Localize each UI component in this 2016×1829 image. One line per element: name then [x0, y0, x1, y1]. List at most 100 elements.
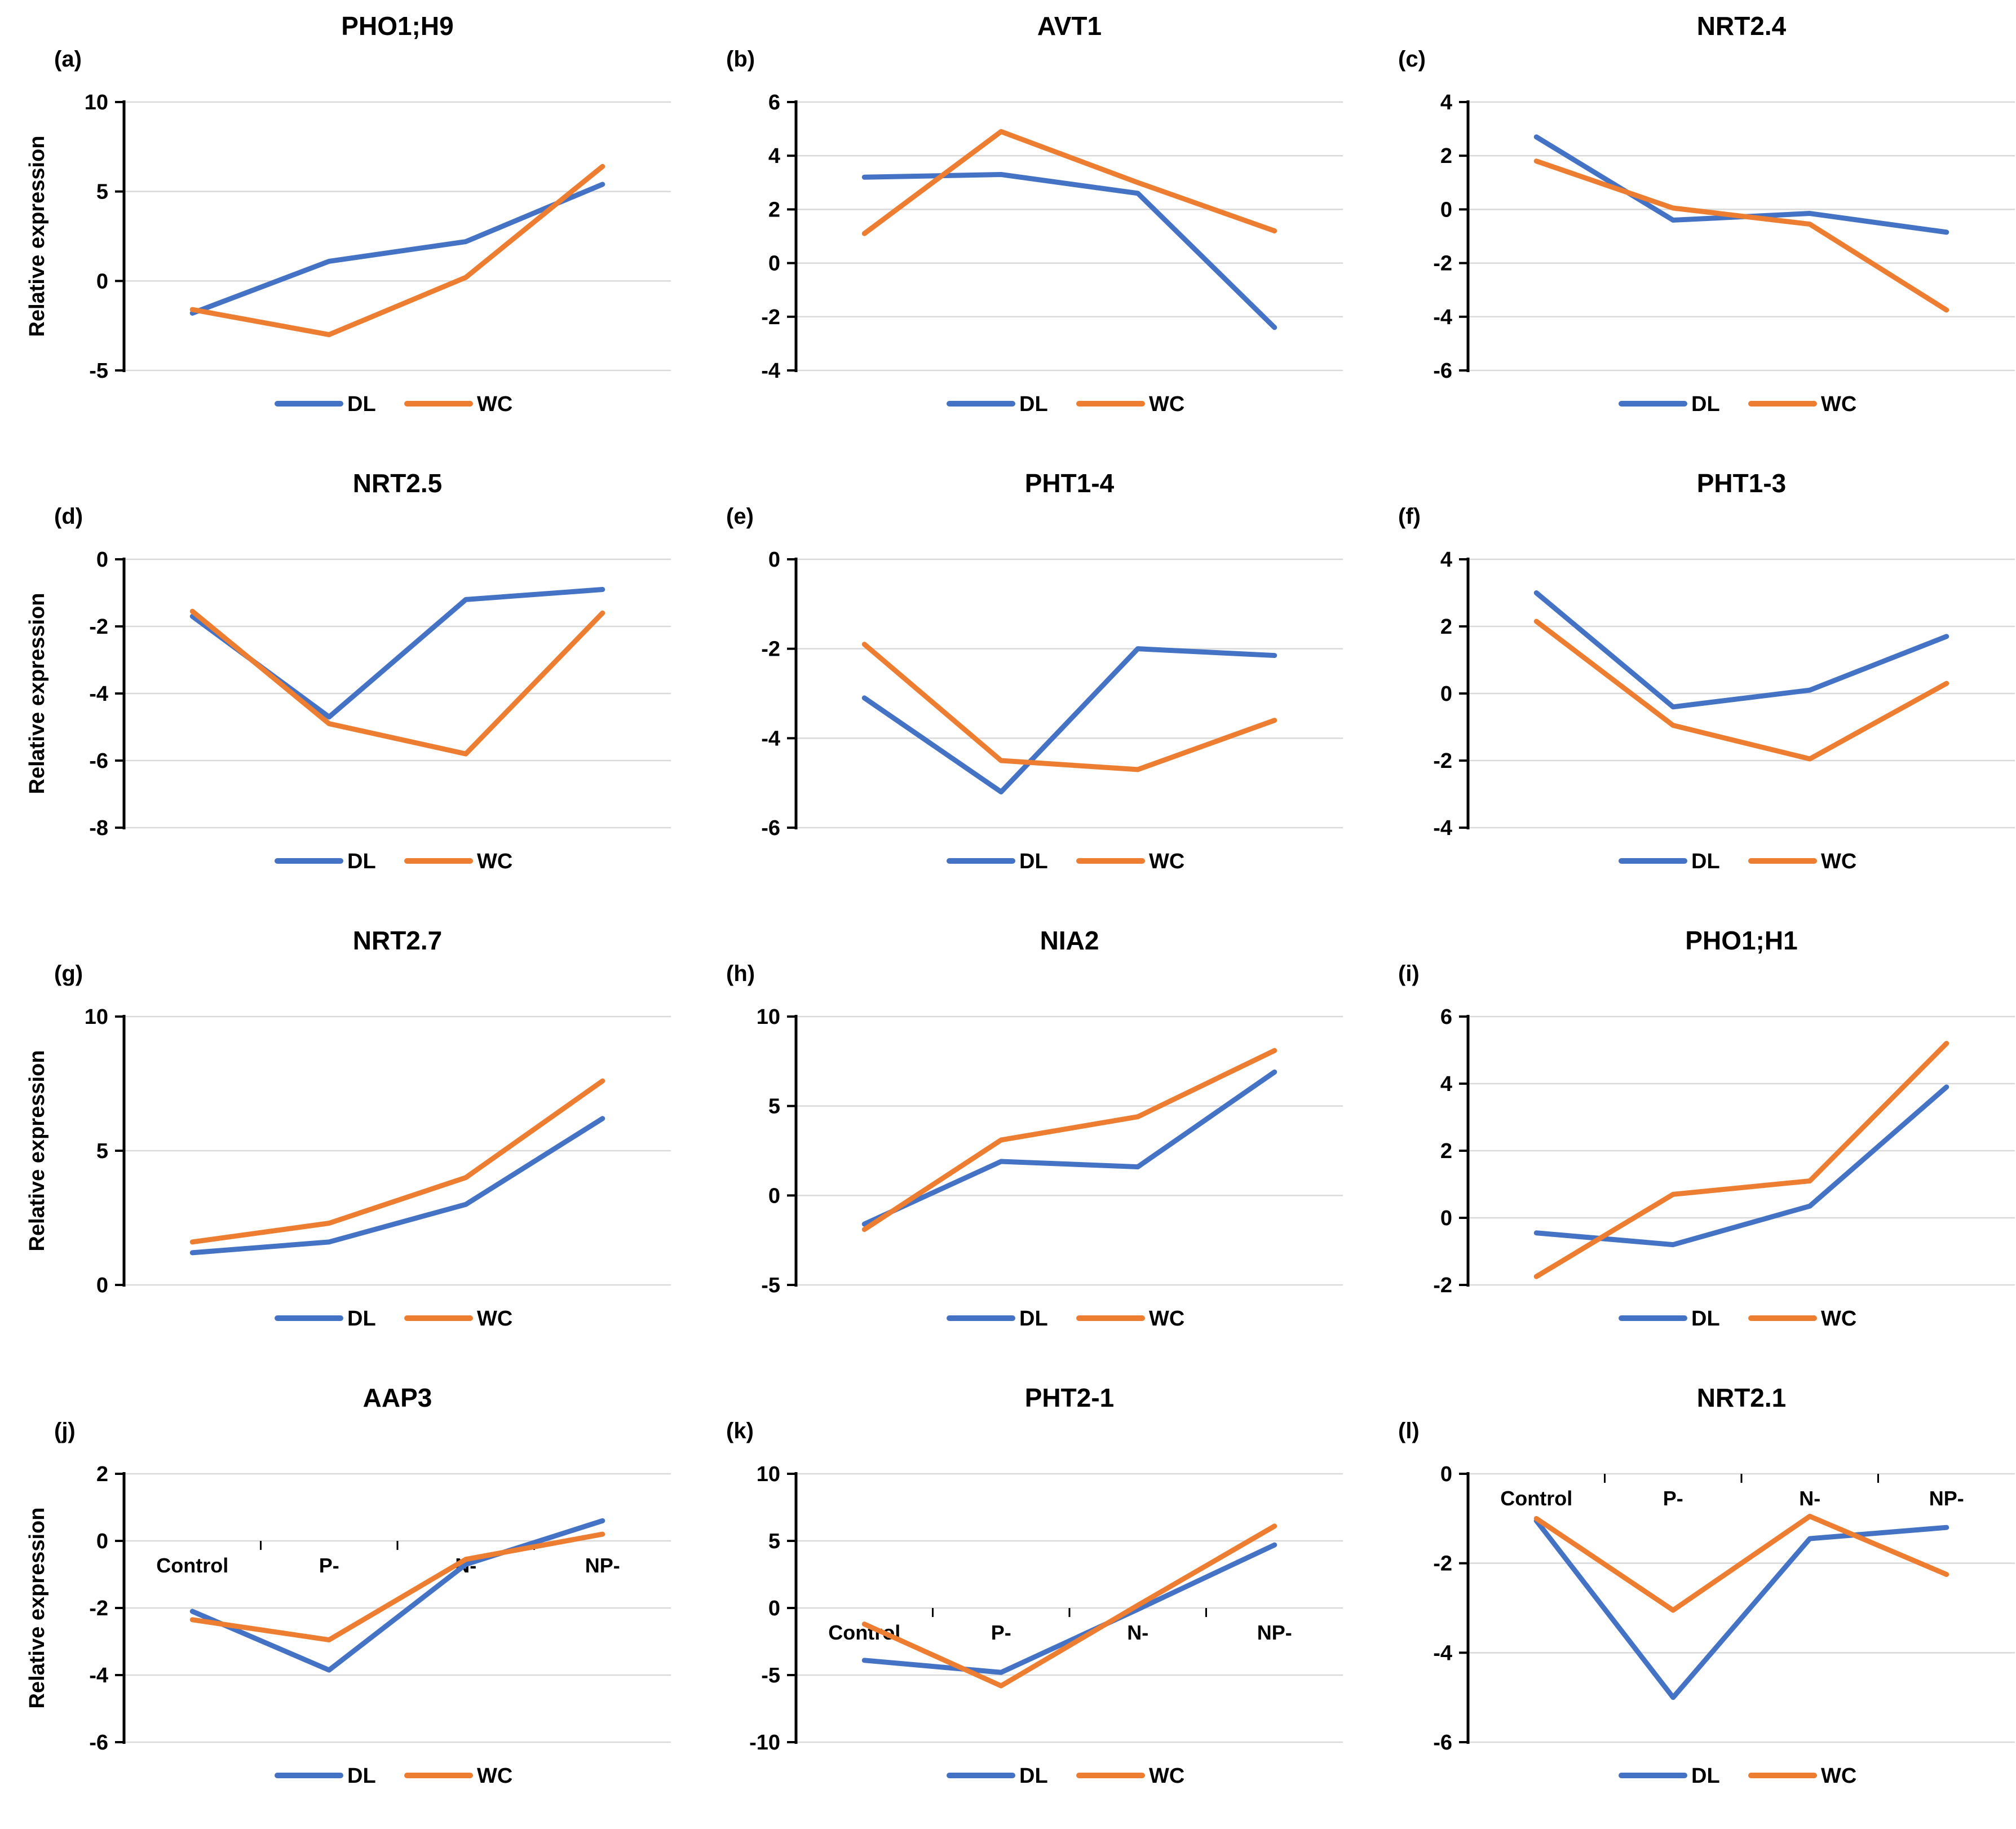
series-line-WC [1533, 618, 1949, 762]
legend-label-WC: WC [477, 1307, 512, 1331]
y-tick-label: 5 [768, 1095, 780, 1119]
legend-label-WC: WC [1149, 850, 1184, 873]
chart-title: NRT2.5 [353, 469, 442, 498]
x-category-label: P- [1663, 1487, 1683, 1510]
y-tick-label: 2 [1440, 615, 1452, 639]
y-tick-label: 10 [757, 1463, 780, 1486]
legend-label-DL: DL [347, 392, 376, 416]
legend-label-WC: WC [1821, 392, 1856, 416]
series-line-DL [1533, 590, 1949, 710]
y-tick-label: -4 [1433, 306, 1452, 329]
x-category-label: NP- [585, 1554, 620, 1577]
series-line-DL [189, 1116, 605, 1256]
x-category-label: P- [991, 1621, 1011, 1644]
y-tick-label: 0 [96, 270, 108, 293]
panel-f: 4 2 0 -2 -4 PHT1-3 (f) DL WC [1344, 457, 2016, 914]
legend-label-DL: DL [1691, 392, 1720, 416]
chart-AAP3: 2 0 -2 -4 -6 AAP3 (j) Relative expression Contro… [25, 1383, 671, 1788]
y-tick-label: -2 [89, 1597, 108, 1620]
legend-label-DL: DL [1019, 1764, 1048, 1788]
series-line-WC [861, 1523, 1277, 1689]
legend-label-DL: DL [1019, 392, 1048, 416]
series-line-WC [189, 1531, 605, 1643]
y-tick-label: -2 [761, 638, 780, 661]
legend-label-DL: DL [1691, 1307, 1720, 1331]
chart-title: NRT2.7 [353, 926, 442, 955]
chart-title: NIA2 [1040, 926, 1099, 955]
panel-letter: (h) [726, 961, 755, 986]
series-line-DL [861, 646, 1277, 795]
legend-label-WC: WC [477, 1764, 512, 1788]
panel-letter: (d) [54, 504, 83, 529]
panel-letter: (k) [726, 1419, 754, 1443]
y-tick-label: -6 [89, 1731, 108, 1755]
chart-PHO1;H1: 6 4 2 0 -2 PHO1;H1 (i) DL WC [1398, 926, 2015, 1331]
series-line-WC [189, 164, 605, 338]
legend-label-DL: DL [1019, 1307, 1048, 1331]
chart-NRT2.5: 0 -2 -4 -6 -8 NRT2.5 (d) Relative expression DL W… [25, 469, 671, 873]
y-tick-label: 2 [1440, 1139, 1452, 1163]
y-tick-label: 6 [1440, 1005, 1452, 1029]
y-tick-label: -2 [1433, 252, 1452, 276]
y-tick-label: -6 [89, 749, 108, 773]
y-tick-label: 0 [768, 252, 780, 276]
y-tick-label: -5 [761, 1664, 780, 1687]
chart-PHT1-3: 4 2 0 -2 -4 PHT1-3 (f) DL WC [1398, 469, 2015, 873]
y-tick-label: -2 [761, 306, 780, 329]
y-tick-label: 5 [768, 1530, 780, 1553]
series-line-WC [1533, 1513, 1949, 1613]
panel-letter: (g) [54, 961, 83, 986]
legend-label-WC: WC [1821, 1764, 1856, 1788]
y-tick-label: 0 [1440, 198, 1452, 222]
y-tick-label: -10 [749, 1731, 780, 1755]
legend-label-WC: WC [1821, 850, 1856, 873]
legend-label-WC: WC [1149, 392, 1184, 416]
legend-label-WC: WC [477, 850, 512, 873]
series-line-DL [189, 182, 605, 316]
y-tick-label: 2 [96, 1463, 108, 1486]
series-line-DL [1533, 1518, 1949, 1700]
y-tick-label: 10 [85, 1005, 108, 1029]
y-tick-label: -4 [1433, 1641, 1452, 1665]
y-tick-label: 4 [1440, 91, 1452, 114]
legend-label-DL: DL [347, 1307, 376, 1331]
series-line-WC [861, 1048, 1277, 1232]
chart-AVT1: 6 4 2 0 -2 -4 AVT1 (b) DL WC [726, 11, 1343, 416]
y-tick-label: 2 [768, 198, 780, 222]
y-axis-title: Relative expression [25, 1050, 49, 1252]
legend-label-DL: DL [347, 1764, 376, 1788]
legend-label-DL: DL [1691, 850, 1720, 873]
y-tick-label: 0 [1440, 1207, 1452, 1230]
panel-b: 6 4 2 0 -2 -4 AVT1 (b) DL WC [672, 0, 1344, 457]
series-line-DL [1533, 1084, 1949, 1248]
chart-NIA2: 10 5 0 -5 NIA2 (h) DL WC [726, 926, 1343, 1331]
panel-letter: (c) [1398, 47, 1426, 72]
series-line-DL [189, 587, 605, 720]
panel-d: 0 -2 -4 -6 -8 NRT2.5 (d) Relative expression DL W… [0, 457, 672, 914]
y-tick-label: -5 [89, 359, 108, 383]
panel-letter: (f) [1398, 504, 1421, 529]
y-tick-label: -4 [89, 682, 108, 706]
chart-title: AAP3 [363, 1383, 432, 1412]
y-tick-label: -8 [89, 816, 108, 840]
y-tick-label: 0 [96, 548, 108, 572]
panel-letter: (j) [54, 1419, 76, 1443]
legend-label-WC: WC [1149, 1307, 1184, 1331]
chart-title: NRT2.4 [1697, 11, 1787, 41]
y-tick-label: -2 [1433, 749, 1452, 773]
series-line-WC [861, 642, 1277, 772]
chart-title: AVT1 [1037, 11, 1102, 41]
panel-h: 10 5 0 -5 NIA2 (h) DL WC [672, 914, 1344, 1372]
chart-title: NRT2.1 [1697, 1383, 1786, 1412]
x-category-label: NP- [1257, 1621, 1292, 1644]
chart-PHO1;H9: 10 5 0 -5 PHO1;H9 (a) Relative expression DL WC [25, 11, 671, 416]
y-tick-label: 10 [85, 91, 108, 114]
panel-g: 10 5 0 NRT2.7 (g) Relative expression DL WC [0, 914, 672, 1372]
legend-label-WC: WC [1821, 1307, 1856, 1331]
chart-title: PHT1-4 [1025, 469, 1115, 498]
y-tick-label: 0 [768, 548, 780, 572]
y-tick-label: -2 [89, 615, 108, 639]
x-category-label: Control [1500, 1487, 1572, 1510]
y-tick-label: 0 [768, 1597, 780, 1620]
